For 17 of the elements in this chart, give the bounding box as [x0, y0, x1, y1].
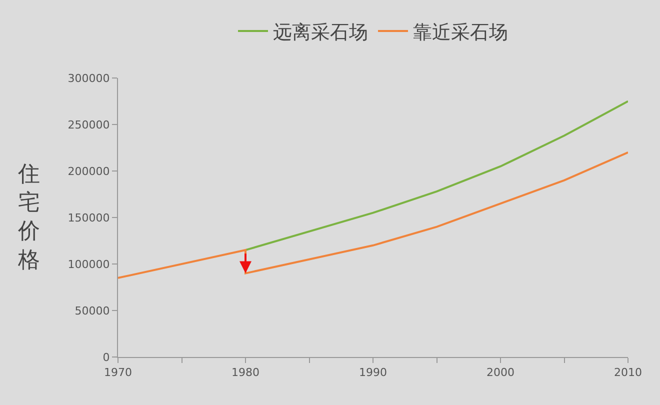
y-tick-label: 300000: [68, 72, 110, 85]
y-tick-label: 200000: [68, 164, 110, 178]
y-tick-label: 150000: [68, 211, 110, 224]
y-tick-label: 100000: [68, 258, 110, 271]
x-tick-label: 1990: [359, 366, 387, 380]
y-tick-label: 50000: [74, 304, 110, 318]
x-tick-label: 2000: [486, 366, 514, 380]
x-tick-label: 1980: [232, 366, 260, 380]
legend-label: 远离采石场: [273, 21, 368, 44]
x-tick-label: 2010: [614, 366, 642, 380]
line-series: [118, 151, 628, 279]
x-tick-label: 1970: [104, 366, 132, 380]
legend-label: 靠近采石场: [413, 21, 508, 44]
y-axis-title: 住宅价格: [17, 162, 40, 273]
line-series: [244, 100, 628, 252]
y-tick-label: 0: [102, 350, 110, 364]
y-tick-label: 250000: [68, 118, 110, 132]
